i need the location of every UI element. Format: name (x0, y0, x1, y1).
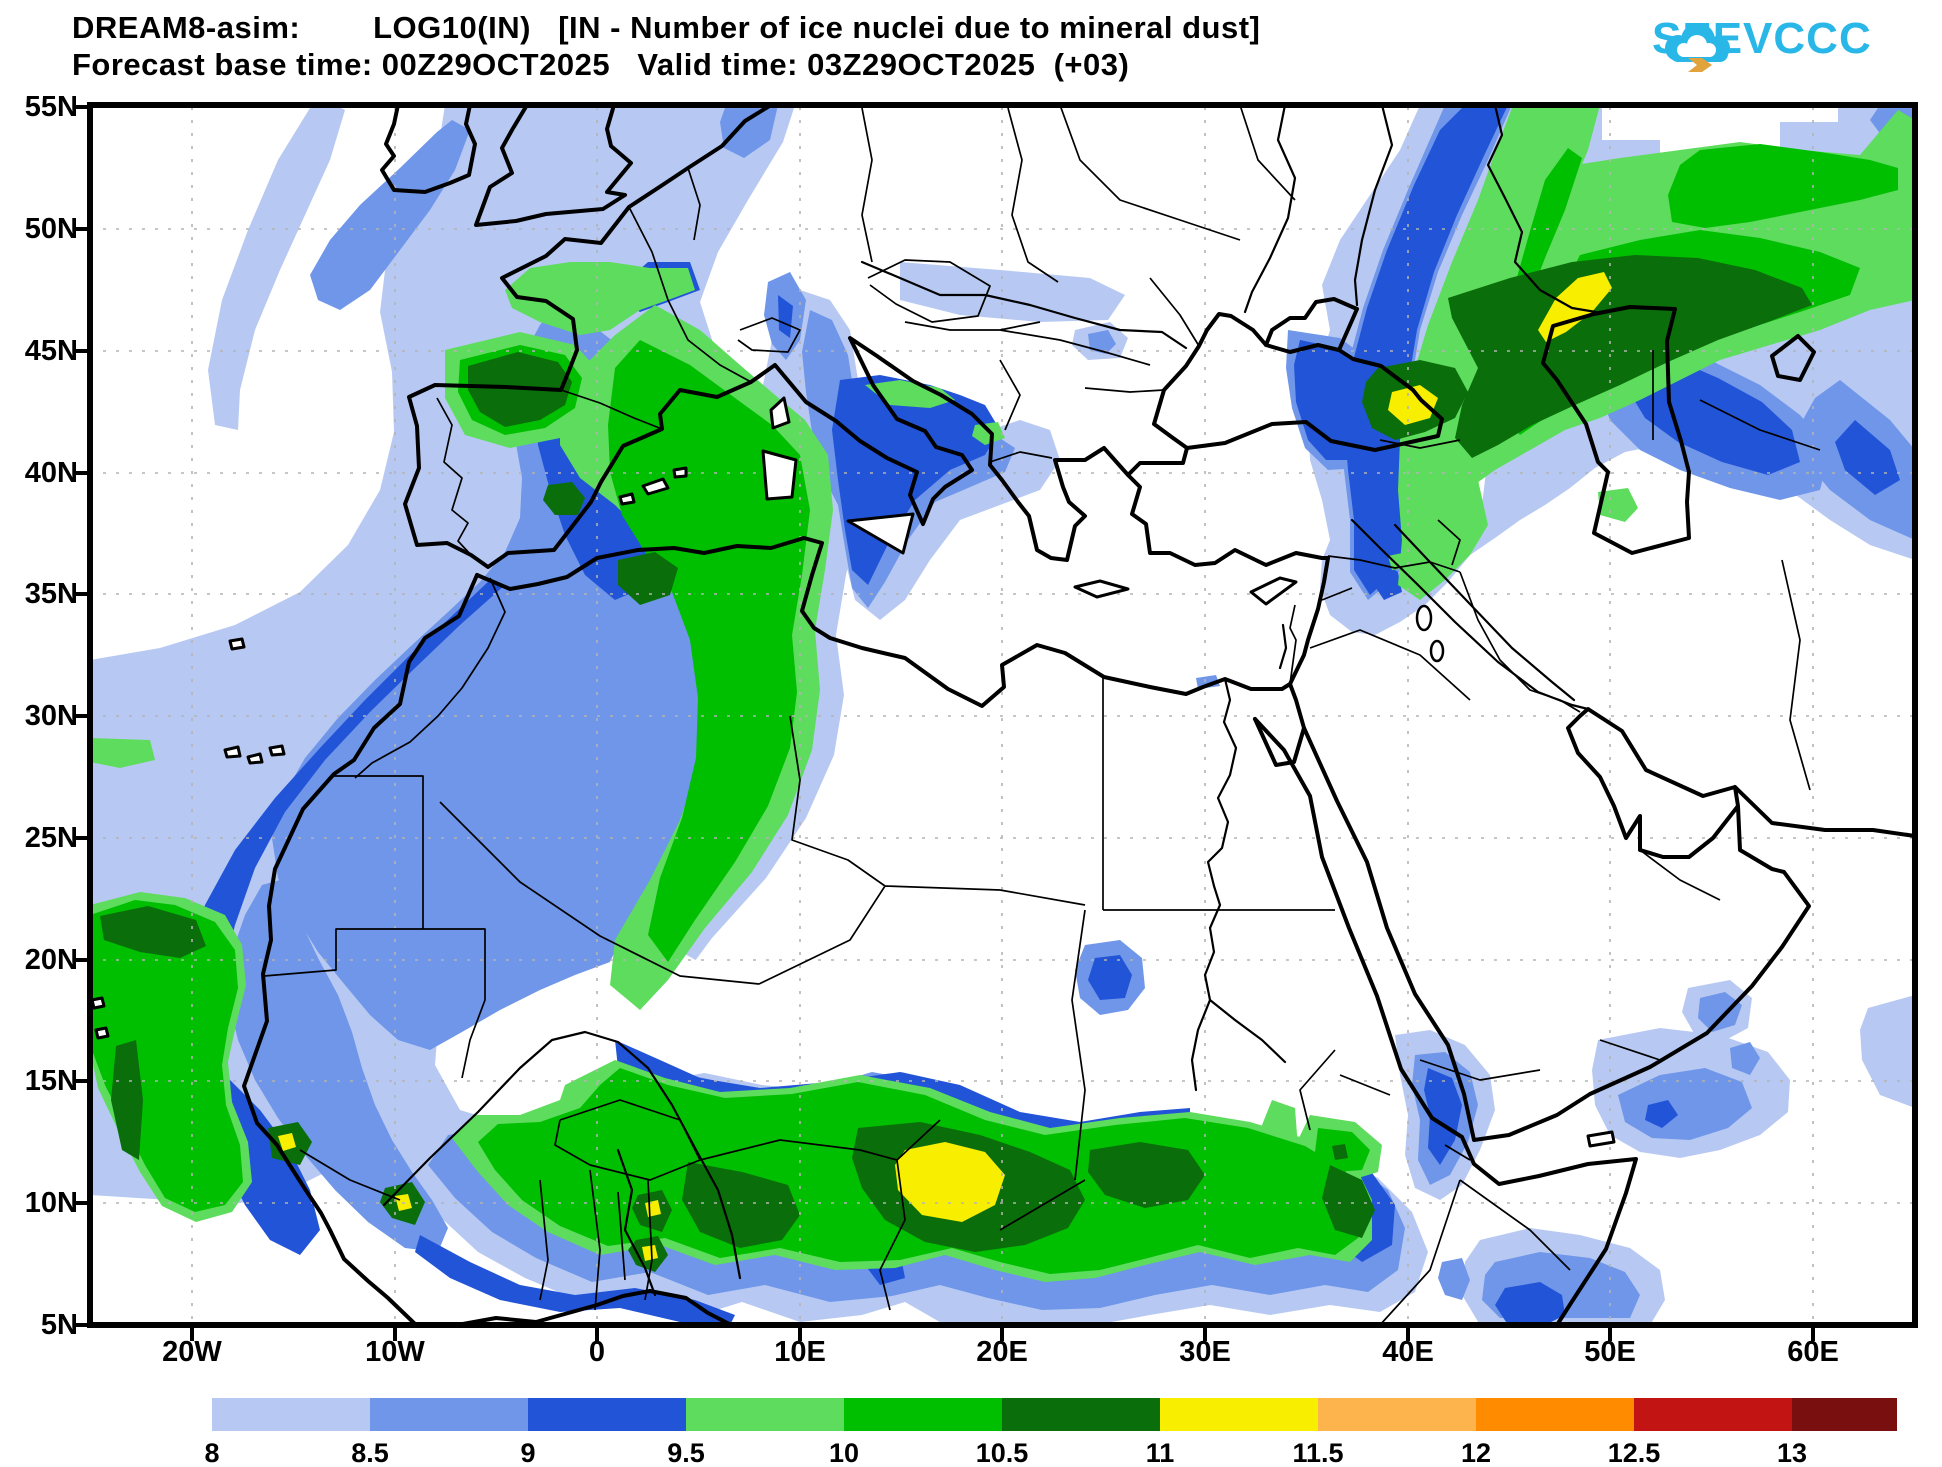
colorbar-segment (1318, 1398, 1476, 1431)
colorbar-segment (528, 1398, 686, 1431)
colorbar-segment (1476, 1398, 1634, 1431)
colorbar-label: 11.5 (1292, 1438, 1344, 1467)
coastline-caspian-sea (1541, 305, 1691, 555)
coastline-west-africa (242, 573, 479, 1325)
lon-label: 40E (1382, 1336, 1434, 1368)
lon-label: 30E (1179, 1336, 1231, 1368)
coastline-north-africa (475, 473, 1330, 708)
lat-label: 55N (24, 91, 78, 123)
lat-label: 10N (24, 1187, 78, 1219)
coastline-ireland (380, 105, 477, 194)
cloud-shape (1665, 23, 1730, 72)
cloud-logo-icon (1665, 23, 1730, 72)
lat-ticks (74, 105, 90, 1327)
page-title: DREAM8-asim: LOG10(IN) [IN - Number of i… (72, 10, 1261, 45)
colorbar-segment (844, 1398, 1002, 1431)
lon-label: 0 (588, 1336, 606, 1368)
colorbar-label: 8 (204, 1438, 220, 1467)
coastline-arabia-gulf (1302, 707, 1915, 1142)
coastline-aral-sea (1770, 334, 1816, 382)
lon-label: 10E (774, 1336, 826, 1368)
lat-label: 20N (24, 944, 78, 976)
logo-arrow-icon (1688, 58, 1712, 72)
dust-layer-10 (90, 144, 1898, 1274)
iraq-lake (1415, 604, 1433, 632)
colorbar-label: 12 (1460, 1438, 1492, 1467)
river-lines (382, 105, 1598, 1297)
colorbar-label: 9 (520, 1438, 536, 1467)
lon-label: 20W (162, 1336, 222, 1368)
colorbar-label: 10 (828, 1438, 860, 1467)
coastline-europe (403, 105, 1189, 569)
forecast-time-subtitle: Forecast base time: 00Z29OCT2025 Valid t… (72, 47, 1130, 82)
colorbar-label: 13 (1776, 1438, 1808, 1467)
lat-label: 5N (40, 1309, 78, 1341)
dust-layer-10p5 (100, 255, 1812, 1272)
lon-label: 60E (1787, 1336, 1839, 1368)
colorbar-segment (1160, 1398, 1318, 1431)
lat-label: 30N (24, 700, 78, 732)
coastline-red-sea-somalia (1253, 717, 1638, 1325)
coastline-gulf-of-guinea (445, 1289, 736, 1325)
lon-label: 20E (976, 1336, 1028, 1368)
lon-label: 50E (1584, 1336, 1636, 1368)
seevccc-logo: SEEVCCC (1652, 14, 1872, 72)
colorbar-label: 8.5 (351, 1438, 389, 1467)
axis-ticks (74, 105, 1815, 1341)
gridlines (90, 107, 1915, 1325)
colorbar-segment (212, 1398, 370, 1431)
colorbar-segment (1634, 1398, 1792, 1431)
lat-label: 35N (24, 578, 78, 610)
colorbar-label: 9.5 (667, 1438, 705, 1467)
coastline-britain (474, 105, 633, 227)
colorbar-label: 12.5 (1607, 1438, 1661, 1467)
coastlines (90, 105, 1915, 1325)
lat-label: 50N (24, 213, 78, 245)
colorbar-label: 11 (1145, 1438, 1175, 1467)
colorbar-label: 10.5 (975, 1438, 1029, 1467)
lat-label: 45N (24, 335, 78, 367)
colorbar-segment (1002, 1398, 1160, 1431)
iraq-lake (1429, 639, 1445, 663)
rivers (382, 105, 1598, 1297)
coastline-sinai (1253, 682, 1306, 767)
colorbar-segment (1792, 1398, 1897, 1431)
lat-label: 40N (24, 457, 78, 489)
lat-label: 15N (24, 1065, 78, 1097)
colorbar-segment (686, 1398, 844, 1431)
colorbar-segment (370, 1398, 528, 1431)
lon-label: 10W (365, 1336, 425, 1368)
map-frame (87, 102, 1918, 1328)
lat-label: 25N (24, 822, 78, 854)
gridline-horizontals (90, 228, 1915, 1204)
islands (90, 396, 1616, 1148)
lon-ticks (190, 1325, 1815, 1341)
dust-plumes (90, 105, 1915, 1325)
